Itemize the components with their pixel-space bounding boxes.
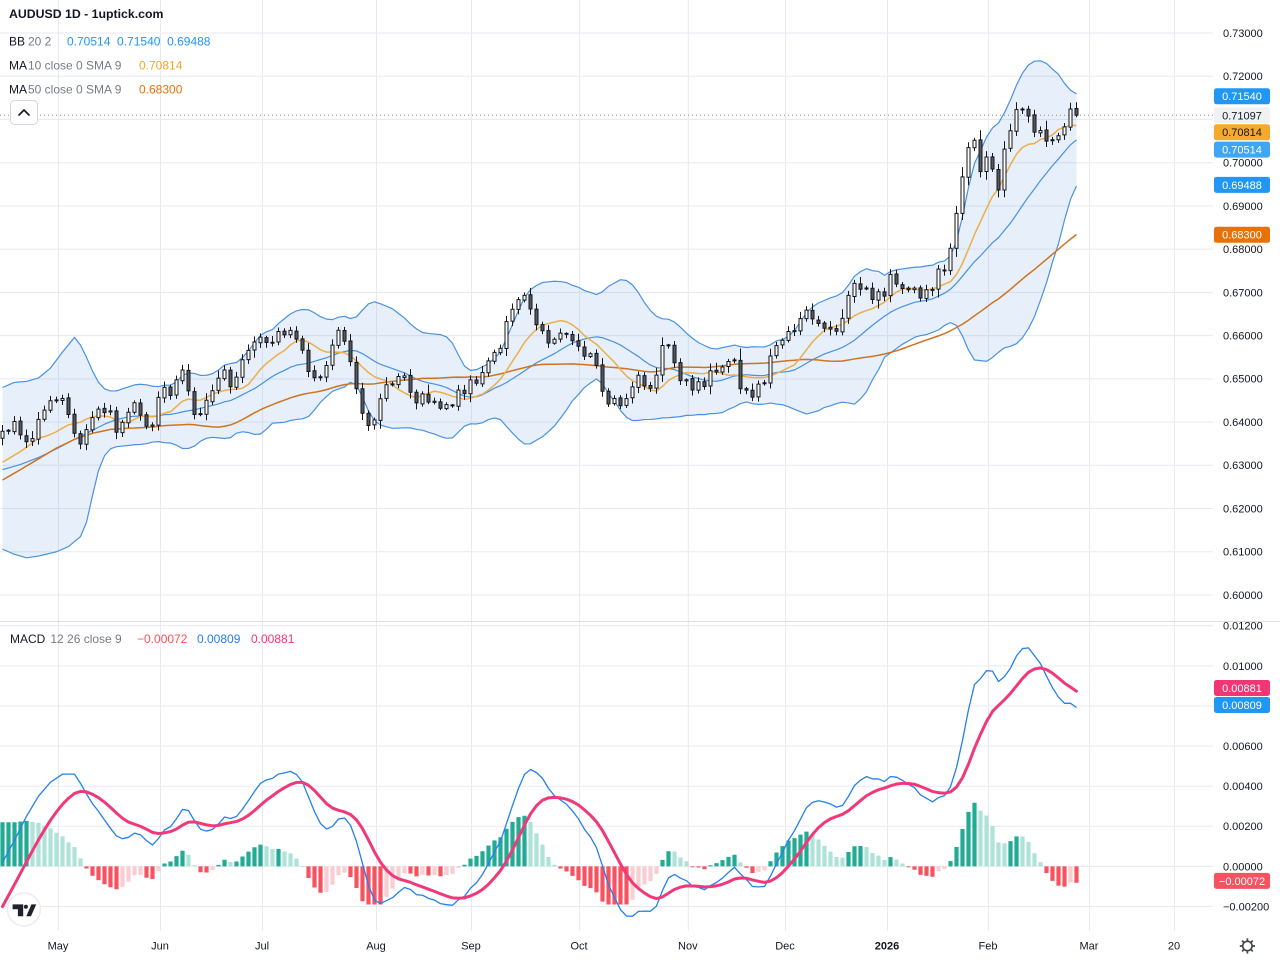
svg-text:2026: 2026 (875, 941, 899, 953)
svg-text:0.00000: 0.00000 (1223, 861, 1263, 873)
svg-text:0.70814: 0.70814 (1222, 127, 1262, 139)
svg-text:MA50 close 0 SMA 90.68300: MA50 close 0 SMA 9 0.68300 (9, 82, 183, 96)
svg-text:0.63000: 0.63000 (1223, 460, 1263, 472)
svg-text:0.71097: 0.71097 (1222, 110, 1262, 122)
svg-text:−0.00072: −0.00072 (1219, 876, 1265, 888)
svg-text:20: 20 (1168, 941, 1180, 953)
svg-text:Oct: Oct (570, 941, 587, 953)
svg-text:0.66000: 0.66000 (1223, 331, 1263, 343)
svg-text:0.61000: 0.61000 (1223, 547, 1263, 559)
svg-text:0.60000: 0.60000 (1223, 590, 1263, 602)
svg-text:Jul: Jul (255, 941, 269, 953)
svg-text:0.65000: 0.65000 (1223, 374, 1263, 386)
svg-text:0.69488: 0.69488 (1222, 180, 1262, 192)
svg-text:0.00881: 0.00881 (1222, 683, 1262, 695)
svg-text:0.68000: 0.68000 (1223, 244, 1263, 256)
svg-text:Jun: Jun (151, 941, 169, 953)
svg-text:Sep: Sep (461, 941, 481, 953)
svg-text:0.70000: 0.70000 (1223, 158, 1263, 170)
svg-text:0.00809: 0.00809 (1222, 700, 1262, 712)
svg-text:0.01200: 0.01200 (1223, 621, 1263, 633)
svg-text:−0.00200: −0.00200 (1223, 901, 1269, 913)
svg-text:0.73000: 0.73000 (1223, 28, 1263, 40)
svg-text:Mar: Mar (1080, 941, 1099, 953)
svg-text:0.00200: 0.00200 (1223, 821, 1263, 833)
svg-text:0.01000: 0.01000 (1223, 661, 1263, 673)
svg-text:May: May (48, 941, 69, 953)
svg-text:Aug: Aug (366, 941, 386, 953)
svg-text:0.68300: 0.68300 (1222, 230, 1262, 242)
svg-text:0.67000: 0.67000 (1223, 287, 1263, 299)
svg-text:0.00400: 0.00400 (1223, 781, 1263, 793)
svg-text:Nov: Nov (678, 941, 698, 953)
svg-text:0.62000: 0.62000 (1223, 503, 1263, 515)
svg-text:0.69000: 0.69000 (1223, 201, 1263, 213)
svg-text:Dec: Dec (775, 941, 795, 953)
svg-text:AUDUSD 1D - 1uptick.com: AUDUSD 1D - 1uptick.com (9, 7, 163, 21)
svg-text:0.70514: 0.70514 (1222, 145, 1262, 157)
svg-text:0.64000: 0.64000 (1223, 417, 1263, 429)
svg-text:0.71540: 0.71540 (1222, 91, 1262, 103)
svg-text:Feb: Feb (979, 941, 998, 953)
svg-text:MA10 close 0 SMA 90.70814: MA10 close 0 SMA 9 0.70814 (9, 58, 183, 72)
svg-text:0.00600: 0.00600 (1223, 741, 1263, 753)
svg-text:0.72000: 0.72000 (1223, 71, 1263, 83)
